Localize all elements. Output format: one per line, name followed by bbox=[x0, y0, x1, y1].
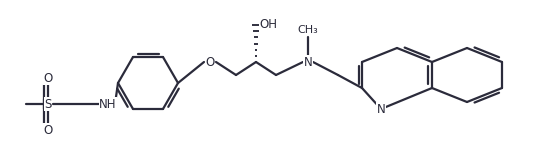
Text: N: N bbox=[304, 55, 312, 69]
Text: N: N bbox=[377, 102, 385, 116]
Text: NH: NH bbox=[99, 97, 116, 111]
Text: OH: OH bbox=[259, 17, 277, 31]
Text: S: S bbox=[44, 97, 52, 111]
Text: O: O bbox=[43, 124, 53, 136]
Text: CH₃: CH₃ bbox=[297, 25, 319, 35]
Text: O: O bbox=[206, 55, 214, 69]
Text: O: O bbox=[43, 72, 53, 84]
